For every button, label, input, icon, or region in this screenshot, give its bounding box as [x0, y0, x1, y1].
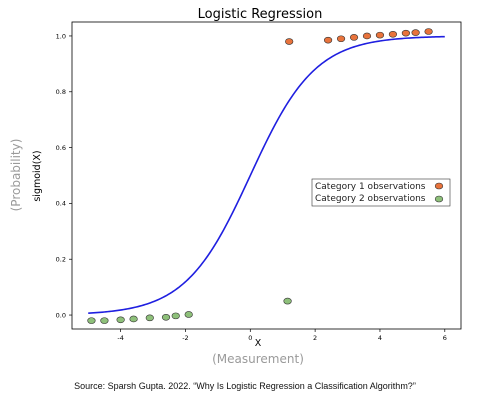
category-2-point [161, 313, 171, 321]
category-2-point [87, 317, 96, 324]
logistic-regression-chart: Logistic Regression -4 -2 0 2 4 6 0.0 0.2 0.4 0.6… [9, 7, 462, 366]
category-1-point [424, 28, 433, 35]
y-axis-label: sigmoid(X) [32, 150, 43, 201]
x-axis-label: X [255, 338, 262, 349]
category-2-point [283, 297, 292, 305]
category-2-point [184, 311, 193, 318]
y-tick-label: 0.4 [56, 200, 66, 208]
source-note: Source: Sparsh Gupta. 2022. “Why Is Logi… [74, 381, 416, 391]
category-1-point [388, 30, 398, 38]
observation-points [87, 28, 433, 324]
category-2-point [145, 314, 154, 322]
category-2-point [171, 312, 180, 320]
category-1-point [401, 29, 410, 37]
category-1-point [285, 38, 294, 45]
y-tick-label: 0.8 [56, 88, 66, 96]
x-tick-label: -4 [117, 334, 123, 342]
category-1-point [411, 29, 420, 36]
legend-label-category-2: Category 2 observations [315, 194, 426, 204]
category-2-point [100, 317, 109, 324]
x-tick-label: -2 [182, 334, 188, 342]
plot-area [71, 21, 462, 330]
legend-label-category-1: Category 1 observations [315, 182, 426, 192]
legend-box [311, 178, 451, 207]
y-tick-label: 1.0 [56, 32, 66, 40]
category-1-point [362, 32, 372, 40]
y-axis-annotation: (Probability) [9, 139, 23, 212]
x-tick-label: 2 [313, 334, 317, 342]
category-2-point [116, 316, 125, 324]
y-tick-label: 0.6 [56, 144, 66, 152]
x-tick-label: 4 [378, 334, 382, 342]
legend: Category 1 observations Category 2 obser… [311, 178, 451, 207]
legend-marker-category-2 [434, 195, 444, 203]
axis-ticks: -4 -2 0 2 4 6 0.0 0.2 0.4 0.6 0.8 1.0 [56, 32, 447, 342]
y-tick-label: 0.0 [56, 311, 66, 319]
x-tick-label: 0 [248, 334, 252, 342]
category-2-point [129, 315, 138, 323]
chart-title: Logistic Regression [198, 7, 323, 22]
category-1-point [323, 36, 333, 44]
legend-marker-category-1 [434, 182, 444, 190]
x-tick-label: 6 [443, 334, 447, 342]
sigmoid-curve [88, 35, 445, 314]
y-tick-label: 0.2 [56, 256, 66, 264]
category-1-point [336, 35, 346, 43]
x-axis-annotation: (Measurement) [212, 352, 304, 366]
category-1-point [375, 31, 385, 39]
category-1-point [349, 34, 359, 41]
